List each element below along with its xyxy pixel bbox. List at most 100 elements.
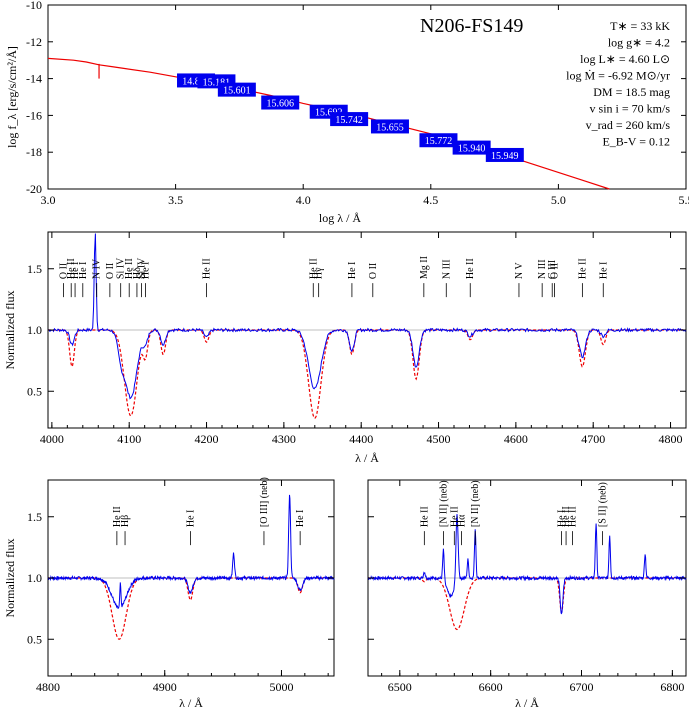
sed-x-tick-label: 4.0 xyxy=(296,193,311,207)
p1-line-id-label: He I xyxy=(78,262,89,280)
p1-x-tick-label: 4800 xyxy=(659,432,683,446)
photometry-label: 15.606 xyxy=(266,99,294,110)
p2-x-tick-label: 5000 xyxy=(269,680,293,694)
p1-line-id-label: Mg II xyxy=(419,256,430,279)
sed-x-tick-label: 4.5 xyxy=(423,193,438,207)
sed-y-tick-label: -10 xyxy=(26,0,42,12)
p1-x-tick-label: 4000 xyxy=(40,432,64,446)
p1-line-id-label: He I xyxy=(598,262,609,280)
p1-line-id-label: C III xyxy=(547,260,558,279)
photometry-box xyxy=(419,133,458,148)
p2-y-tick-label: 1.5 xyxy=(27,510,42,524)
p3-x-tick-label: 6800 xyxy=(660,680,684,694)
p1-line-id-label: O II xyxy=(368,263,379,279)
sed-parameter: v_rad = 260 km/s xyxy=(586,118,671,132)
p1-line-id-label: Si IV xyxy=(116,257,127,279)
photometry-label: 15.772 xyxy=(425,136,453,147)
sed-plot-frame xyxy=(47,4,687,190)
sed-x-tick-label: 5.5 xyxy=(679,193,689,207)
p1-line-id-label: Hδ xyxy=(132,267,143,279)
photometry-box xyxy=(217,82,256,97)
photometry-label: 15.949 xyxy=(491,151,519,162)
p1-x-tick-label: 4600 xyxy=(504,432,528,446)
p1-x-tick-label: 4400 xyxy=(349,432,373,446)
p3-line-id-label: [N II] (neb) xyxy=(438,480,449,527)
p1-line-id-label: He I xyxy=(347,262,358,280)
p1-line-id-label: O II xyxy=(105,263,116,279)
sed-y-tick-label: -18 xyxy=(26,145,42,159)
photometry-label: 15.181 xyxy=(203,77,231,88)
photometry-label: 14.884 xyxy=(182,76,210,87)
p1-y-tick-label: 1.0 xyxy=(27,323,42,337)
p1-x-tick-label: 4300 xyxy=(272,432,296,446)
p3-line-id-label: He II xyxy=(567,506,578,527)
p3-x-tick-label: 6700 xyxy=(570,680,594,694)
photometry-label: 15.692 xyxy=(315,108,343,119)
p1-y-tick-label: 1.5 xyxy=(27,262,42,276)
sed-x-tick-label: 3.5 xyxy=(168,193,183,207)
p1-line-id-label: He I xyxy=(140,262,151,280)
photometry-box xyxy=(485,147,524,162)
p1-x-tick-label: 4200 xyxy=(195,432,219,446)
p1-line-id-label: N III xyxy=(537,259,548,279)
photometry-label: 15.940 xyxy=(458,144,486,155)
halpha-x-axis-label: λ / Å xyxy=(515,696,539,710)
p1-line-id-label: He II xyxy=(66,258,77,279)
hbeta-y-axis-label: Normalized flux xyxy=(3,539,17,618)
hbeta-x-axis-label: λ / Å xyxy=(179,696,203,710)
photometry-box xyxy=(370,119,409,134)
sed-y-tick-label: -16 xyxy=(26,108,42,122)
blue-y-axis-label: Normalized flux xyxy=(3,291,17,370)
blue-spectrum-panel: 4000 4100 4200 4300 4400 4500 4600 4700 4800 0.5 1… xyxy=(3,231,687,465)
sed-y-tick-label: -14 xyxy=(26,72,42,86)
p2-x-tick-label: 4900 xyxy=(153,680,177,694)
p1-model-spectrum xyxy=(48,329,686,419)
p1-line-id-label: He II xyxy=(124,258,135,279)
p3-line-id-label: He I xyxy=(557,510,568,528)
p2-model-spectrum xyxy=(48,577,334,640)
p1-line-id-label: N IV xyxy=(92,258,103,279)
halpha-panel: 6500 6600 6700 6800 He II [N II] (neb) He IIH… xyxy=(367,479,687,710)
photometry-box xyxy=(261,95,300,110)
p1-line-id-label: O II xyxy=(58,263,69,279)
sed-parameter: DM = 18.5 mag xyxy=(593,85,670,99)
sed-parameter: log L∗ = 4.60 L⊙ xyxy=(580,52,670,66)
p1-line-id-label: O II xyxy=(550,263,561,279)
p3-model-spectrum xyxy=(368,577,686,631)
p1-line-id-label: He I xyxy=(70,262,81,280)
sed-parameter: T∗ = 33 kK xyxy=(610,19,670,33)
p1-line-id-label: He II xyxy=(202,258,213,279)
p1-observed-spectrum xyxy=(47,233,687,400)
sed-y-tick-label: -20 xyxy=(26,182,42,196)
p2-line-id-label: He I xyxy=(185,510,196,528)
p3-line-id-label: [S II] (neb) xyxy=(597,482,608,527)
photometry-box xyxy=(330,112,369,127)
sed-parameter: E_B-V = 0.12 xyxy=(602,135,670,149)
p2-y-tick-label: 0.5 xyxy=(27,632,42,646)
p2-observed-spectrum xyxy=(47,494,335,609)
p1-x-tick-label: 4100 xyxy=(117,432,141,446)
p1-line-id-label: Hγ xyxy=(314,267,325,279)
photometry-label: 15.742 xyxy=(335,115,363,126)
p1-line-id-label: He II xyxy=(465,258,476,279)
sed-parameter: log Ṁ = -6.92 M⊙/yr xyxy=(566,69,670,83)
model-sed-line xyxy=(47,57,610,190)
p2-line-id-label: [O III] (neb) xyxy=(259,477,270,527)
p1-line-id-label: He II xyxy=(308,258,319,279)
p3-x-tick-label: 6500 xyxy=(388,680,412,694)
photometry-box xyxy=(452,140,491,155)
photometry-label: 15.655 xyxy=(376,122,404,133)
p1-x-tick-label: 4700 xyxy=(581,432,605,446)
p2-x-tick-label: 4800 xyxy=(36,680,60,694)
sed-parameter: v sin i = 70 km/s xyxy=(590,102,671,116)
sed-x-tick-label: 5.0 xyxy=(551,193,566,207)
p1-line-id-label: Si IV xyxy=(137,257,148,279)
blue-x-axis-label: λ / Å xyxy=(355,451,379,465)
p3-line-id-label: He II xyxy=(449,506,460,527)
sed-title: N206-FS149 xyxy=(420,15,523,37)
p3-x-tick-label: 6600 xyxy=(479,680,503,694)
sed-x-tick-label: 3.0 xyxy=(41,193,56,207)
